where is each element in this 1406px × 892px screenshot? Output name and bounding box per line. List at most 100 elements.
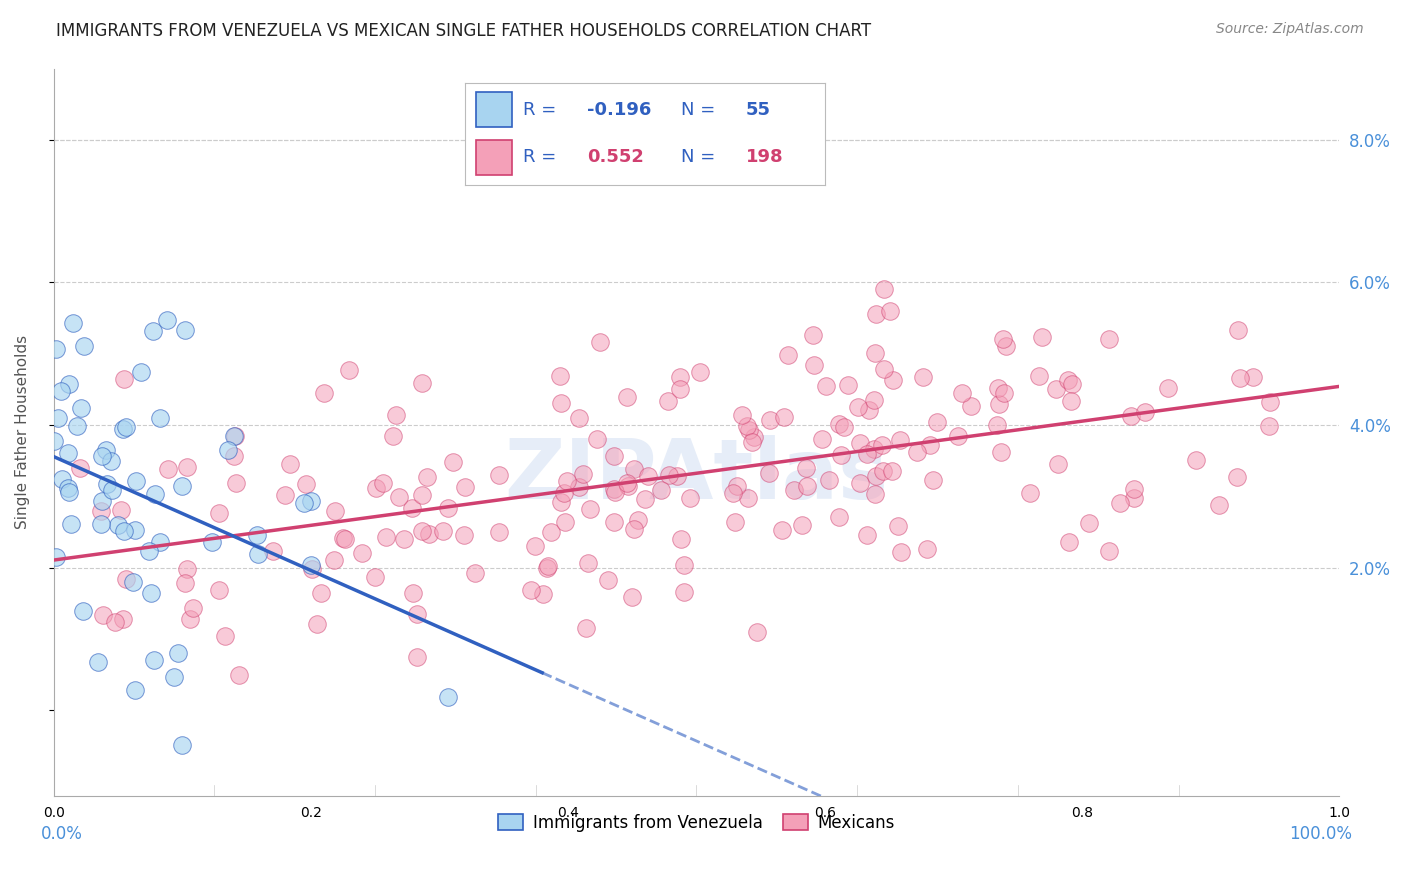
Point (1057, 535, 1080, 549)
Point (91, 493, 114, 508)
Point (925, 415, 948, 429)
Point (155, 313, 177, 327)
Point (668, 382, 690, 396)
Point (602, 449, 624, 463)
Point (246, 528, 269, 542)
Point (849, 475, 872, 490)
Point (995, 339, 1018, 353)
Point (578, 501, 600, 516)
Point (778, 348, 800, 362)
Point (873, 361, 896, 376)
Text: Source: ZipAtlas.com: Source: ZipAtlas.com (1216, 22, 1364, 37)
Point (1119, 409, 1142, 423)
Point (1229, 371, 1251, 385)
Point (1045, 382, 1067, 396)
Point (1123, 491, 1146, 505)
Point (112, 372, 135, 386)
Point (772, 410, 794, 425)
Point (1098, 544, 1121, 558)
Point (437, 690, 460, 705)
Point (858, 402, 880, 417)
Point (519, 583, 541, 598)
Point (986, 418, 1008, 433)
Point (453, 528, 475, 542)
Point (548, 368, 571, 383)
Point (375, 531, 398, 545)
Point (392, 532, 415, 546)
Point (741, 434, 763, 449)
Point (863, 442, 886, 457)
Point (364, 569, 387, 583)
Point (222, 450, 245, 464)
Point (112, 612, 135, 626)
Point (1108, 495, 1130, 509)
Point (174, 323, 197, 337)
Point (856, 448, 879, 462)
Point (401, 500, 423, 515)
Point (1059, 394, 1081, 409)
Point (96, 476, 118, 491)
Point (247, 547, 270, 561)
Point (1258, 395, 1281, 409)
Point (554, 516, 576, 530)
Point (602, 515, 624, 529)
Point (536, 561, 558, 575)
Point (73, 339, 96, 353)
Point (832, 420, 855, 434)
Point (294, 496, 316, 510)
Point (650, 483, 672, 498)
Point (385, 408, 408, 422)
Point (124, 523, 146, 537)
Point (56, 481, 79, 495)
Text: 100.0%: 100.0% (1289, 825, 1353, 843)
Point (441, 455, 464, 469)
Point (51, 472, 73, 486)
Point (666, 469, 689, 483)
Point (411, 524, 433, 538)
Point (758, 466, 780, 480)
Point (72, 604, 94, 618)
Point (689, 365, 711, 379)
Point (44, 434, 66, 449)
Point (1208, 498, 1230, 512)
Point (181, 600, 204, 615)
Point (634, 491, 657, 506)
Point (723, 485, 745, 500)
Point (905, 444, 928, 458)
Point (1046, 457, 1069, 471)
Point (149, 410, 172, 425)
Point (1226, 323, 1249, 337)
Point (810, 432, 832, 446)
Point (323, 503, 346, 517)
Point (163, 670, 186, 684)
Point (576, 556, 599, 570)
Point (87, 655, 110, 669)
Point (488, 525, 510, 540)
Point (129, 365, 152, 379)
Point (586, 432, 609, 446)
Point (122, 574, 145, 589)
Point (814, 379, 837, 393)
Point (411, 488, 433, 502)
Point (782, 483, 804, 497)
Point (673, 584, 696, 599)
Point (920, 438, 942, 452)
Text: ZIPAtlas: ZIPAtlas (505, 435, 889, 516)
Point (568, 411, 591, 425)
Point (657, 394, 679, 409)
Point (405, 649, 427, 664)
Point (637, 469, 659, 483)
Point (381, 428, 404, 442)
Point (759, 412, 782, 426)
Point (228, 667, 250, 681)
Point (568, 480, 591, 494)
Point (1028, 369, 1050, 384)
Point (62, 316, 84, 330)
Point (993, 386, 1015, 401)
Point (950, 386, 973, 401)
Point (69, 460, 91, 475)
Point (1226, 469, 1249, 483)
Point (616, 479, 638, 493)
Point (790, 518, 813, 533)
Point (738, 423, 761, 437)
